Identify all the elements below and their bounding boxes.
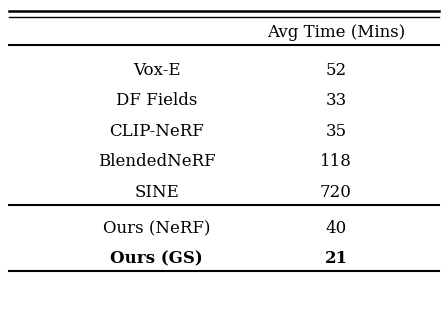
Text: 52: 52 bbox=[325, 62, 347, 79]
Text: 33: 33 bbox=[325, 92, 347, 109]
Text: Ours (NeRF): Ours (NeRF) bbox=[103, 220, 211, 237]
Text: 720: 720 bbox=[320, 184, 352, 201]
Text: Ours (GS): Ours (GS) bbox=[110, 251, 203, 267]
Text: 40: 40 bbox=[325, 220, 347, 237]
Text: CLIP-NeRF: CLIP-NeRF bbox=[109, 123, 204, 140]
Text: 21: 21 bbox=[324, 251, 348, 267]
Text: Vox-E: Vox-E bbox=[133, 62, 181, 79]
Text: 35: 35 bbox=[325, 123, 347, 140]
Text: SINE: SINE bbox=[134, 184, 179, 201]
Text: DF Fields: DF Fields bbox=[116, 92, 198, 109]
Text: Avg Time (Mins): Avg Time (Mins) bbox=[267, 24, 405, 41]
Text: BlendedNeRF: BlendedNeRF bbox=[98, 154, 215, 170]
Text: 118: 118 bbox=[320, 154, 352, 170]
